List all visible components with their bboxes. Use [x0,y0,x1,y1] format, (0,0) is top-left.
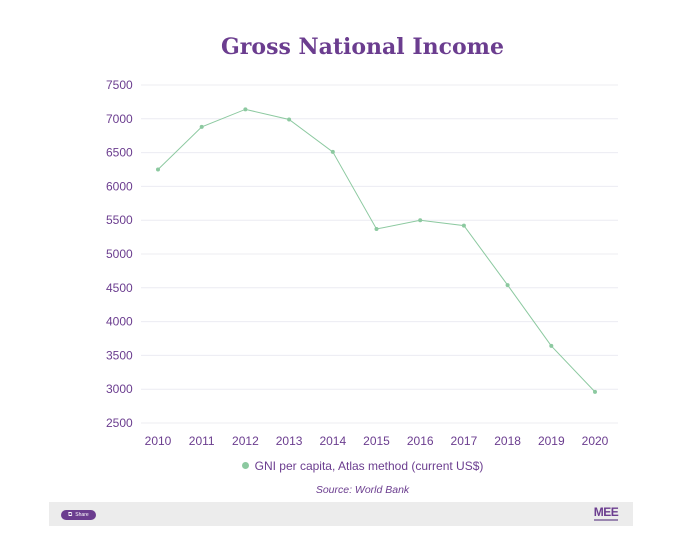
data-point [199,124,204,129]
share-icon: ⧉ [68,512,73,518]
y-tick-label: 3500 [106,348,133,362]
series-layer [156,107,597,394]
data-point [418,218,423,223]
data-point [287,117,292,122]
footer-bar: ⧉ Share MEE [49,502,633,526]
series-line [157,108,596,393]
y-tick-label: 7500 [106,78,133,92]
legend-marker-icon [241,462,249,470]
y-tick-label: 6500 [106,146,133,160]
y-tick-label: 5000 [106,247,133,261]
x-tick-label: 2020 [582,434,609,448]
logo-text: MEE [593,505,619,519]
x-tick-label: 2011 [189,434,215,448]
y-tick-label: 6000 [106,179,133,193]
chart-title: Gross National Income [221,34,504,60]
x-tick-label: 2014 [319,434,346,448]
y-tick-label: 4000 [106,315,133,329]
legend-label: GNI per capita, Atlas method (current US… [254,459,484,473]
data-point [156,167,160,172]
y-tick-label: 2500 [106,416,133,430]
data-point [505,283,510,288]
data-point [330,149,335,154]
y-axis-ticks: 2500 3000 3500 4000 4500 5000 5500 6000 6500 7000… [106,78,133,430]
data-point [549,343,554,348]
x-tick-label: 2017 [451,434,478,448]
x-tick-label: 2015 [363,434,390,448]
brand-logo[interactable]: MEE [589,506,623,522]
x-tick-label: 2016 [407,434,434,448]
y-tick-label: 7000 [106,112,133,126]
legend[interactable]: GNI per capita, Atlas method (current US… [0,459,687,473]
x-tick-label: 2019 [538,434,565,448]
gridlines [141,84,618,424]
data-point [374,226,379,231]
source-note: Source: World Bank [315,484,410,496]
x-tick-label: 2010 [145,434,172,448]
y-tick-label: 3000 [106,382,133,396]
data-point [461,223,466,228]
logo-underline [594,519,618,521]
share-button[interactable]: ⧉ Share [61,510,96,520]
data-point [243,107,248,112]
x-axis-ticks: 2010 2011 2012 2013 2014 2015 2016 2017 2018 2019… [145,434,609,448]
x-tick-label: 2018 [494,434,521,448]
share-button-label: Share [75,512,89,518]
x-tick-label: 2013 [276,434,303,448]
y-tick-label: 4500 [106,281,133,295]
x-tick-label: 2012 [232,434,259,448]
y-tick-label: 5500 [106,213,133,227]
data-point [593,389,597,394]
